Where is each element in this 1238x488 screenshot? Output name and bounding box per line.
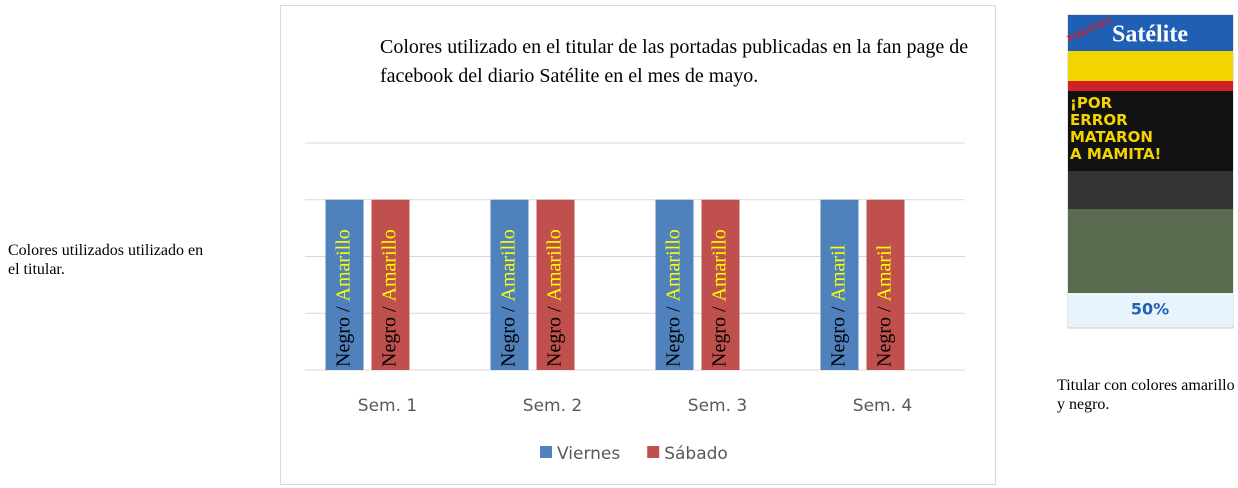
left-caption: Colores utilizados utilizado en el titul… [8,242,204,278]
bar-label: Negro / Amaril [873,244,895,367]
legend-swatch [540,446,552,458]
newspaper: Satélite PORTADA ¡POR ERROR MATARON A MA… [1066,14,1234,329]
label-dark: Negro / [332,306,354,367]
label-light: Amaril [827,244,849,301]
label-light: Amarillo [662,229,684,301]
bar [701,199,740,370]
bar [655,199,694,370]
bar-label: Negro / Amaril [827,244,849,367]
promo: 50% [1131,300,1169,319]
legend-label: Viernes [557,444,620,464]
bar-label: Negro / Amarillo [662,229,684,367]
label-light: Amarillo [378,229,400,301]
x-tick-label: Sem. 4 [853,396,912,416]
label-light: Amarillo [708,229,730,301]
label-light: Amarillo [497,229,519,301]
label-dark: Negro / [873,306,895,367]
headline: ¡POR ERROR MATARON A MAMITA! [1070,95,1162,163]
legend-swatch [647,446,660,458]
label-light: Amarillo [543,229,565,301]
bar-label: Negro / Amarillo [708,229,730,367]
right-caption: Titular con colores amarillo y negro. [1057,377,1235,413]
label-light: Amaril [873,244,895,301]
bar-label: Negro / Amarillo [378,229,400,367]
chart-title: Colores utilizado en el titular de las p… [380,36,969,87]
bar-label: Negro / Amarillo [543,229,565,367]
masthead: Satélite [1112,22,1188,48]
bar [371,199,410,370]
bar [490,199,529,370]
bar [325,199,364,370]
label-light: Amarillo [332,229,354,301]
label-dark: Negro / [708,306,730,367]
label-dark: Negro / [497,306,519,367]
legend-label: Sábado [664,444,728,464]
bar [820,199,859,370]
bar-label: Negro / Amarillo [332,229,354,367]
label-dark: Negro / [827,306,849,367]
label-dark: Negro / [378,306,400,367]
bar [536,199,575,370]
label-dark: Negro / [662,306,684,367]
x-tick-label: Sem. 1 [358,396,417,416]
x-tick-label: Sem. 2 [523,396,582,416]
x-tick-label: Sem. 3 [688,396,747,416]
label-dark: Negro / [543,306,565,367]
bar [866,199,905,370]
bar-label: Negro / Amarillo [497,229,519,367]
headline-box: ¡POR ERROR MATARON A MAMITA! [1070,95,1162,163]
